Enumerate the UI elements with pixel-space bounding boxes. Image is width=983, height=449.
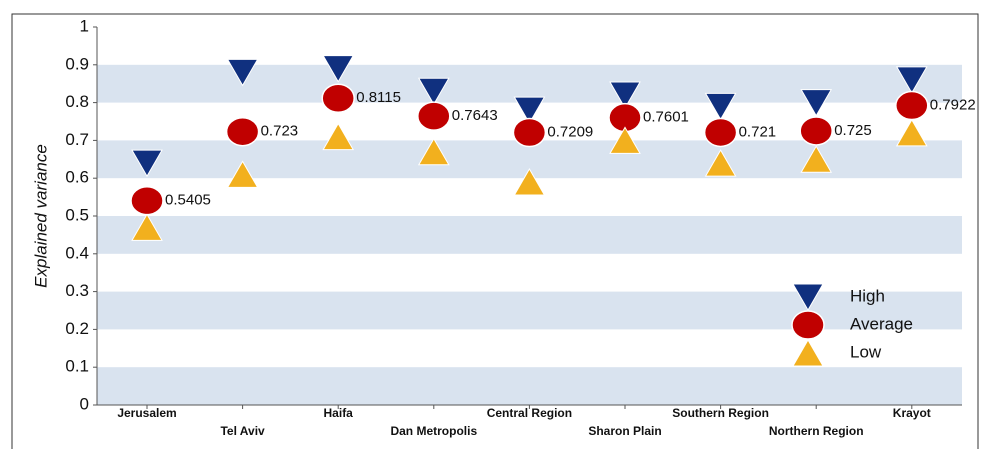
- marker-triangle-up: [513, 167, 546, 196]
- legend-label: High: [850, 286, 885, 305]
- y-tick-label: 0.6: [65, 168, 89, 187]
- marker-circle: [321, 83, 355, 114]
- y-tick-label: 0.2: [65, 319, 89, 338]
- marker-triangle-down: [800, 89, 833, 117]
- value-label: 0.7643: [452, 107, 498, 124]
- value-label: 0.5405: [165, 192, 211, 209]
- marker-triangle-down: [417, 77, 450, 106]
- x-tick-label: Central Region: [487, 406, 572, 420]
- marker-triangle-up: [417, 137, 450, 166]
- legend-marker: [792, 283, 824, 312]
- y-tick-label: 0.9: [65, 54, 89, 73]
- x-tick-label: Krayot: [893, 406, 931, 420]
- y-tick-label: 0.5: [65, 205, 89, 224]
- y-axis-label: Explained variance: [31, 144, 50, 288]
- marker-circle: [130, 185, 164, 216]
- marker-triangle-up: [895, 118, 928, 147]
- legend-marker: [791, 310, 825, 340]
- marker-circle: [512, 117, 547, 148]
- value-label: 0.723: [261, 123, 299, 140]
- marker-circle: [225, 116, 260, 147]
- marker-circle: [417, 101, 451, 131]
- chart-frame: [11, 13, 979, 449]
- marker-triangle-down: [322, 55, 355, 83]
- value-label: 0.721: [739, 123, 777, 140]
- legend-label: Average: [850, 314, 913, 333]
- grid-band: [97, 291, 962, 330]
- marker-triangle-down: [895, 66, 928, 94]
- marker-circle: [703, 117, 738, 148]
- marker-triangle-up: [322, 122, 355, 151]
- x-tick-label: Tel Aviv: [220, 424, 265, 438]
- marker-circle: [799, 116, 833, 146]
- value-label: 0.7209: [547, 123, 593, 140]
- value-label: 0.725: [834, 122, 872, 139]
- marker-triangle-down: [131, 149, 163, 178]
- grid-band: [97, 216, 962, 254]
- marker-triangle-down: [513, 96, 546, 125]
- value-label: 0.8115: [356, 89, 401, 106]
- x-tick-label: Southern Region: [672, 406, 769, 420]
- x-tick-label: Haifa: [324, 406, 354, 420]
- y-tick-label: 0.8: [65, 92, 89, 111]
- x-tick-label: Sharon Plain: [588, 424, 661, 438]
- y-tick-label: 0.7: [65, 130, 89, 149]
- x-tick-label: Dan Metropolis: [390, 424, 477, 438]
- marker-circle: [895, 90, 929, 121]
- marker-triangle-down: [704, 92, 737, 121]
- value-label: 0.7601: [643, 109, 689, 126]
- marker-triangle-up: [800, 145, 833, 173]
- marker-triangle-up: [131, 213, 163, 241]
- y-tick-label: 1: [80, 16, 89, 35]
- marker-triangle-down: [609, 81, 641, 110]
- legend-marker: [792, 338, 824, 367]
- y-tick-label: 0.3: [65, 281, 89, 300]
- x-tick-label: Jerusalem: [117, 406, 176, 420]
- x-tick-label: Northern Region: [769, 424, 864, 438]
- y-tick-label: 0.1: [65, 357, 89, 376]
- y-tick-label: 0: [80, 394, 89, 413]
- marker-triangle-down: [226, 58, 259, 87]
- marker-triangle-up: [609, 126, 641, 154]
- y-tick-label: 0.4: [65, 243, 89, 262]
- grid-band: [97, 367, 962, 405]
- value-label: 0.7922: [930, 97, 976, 114]
- marker-triangle-up: [226, 160, 259, 188]
- marker-triangle-up: [704, 149, 737, 177]
- legend-label: Low: [850, 342, 882, 361]
